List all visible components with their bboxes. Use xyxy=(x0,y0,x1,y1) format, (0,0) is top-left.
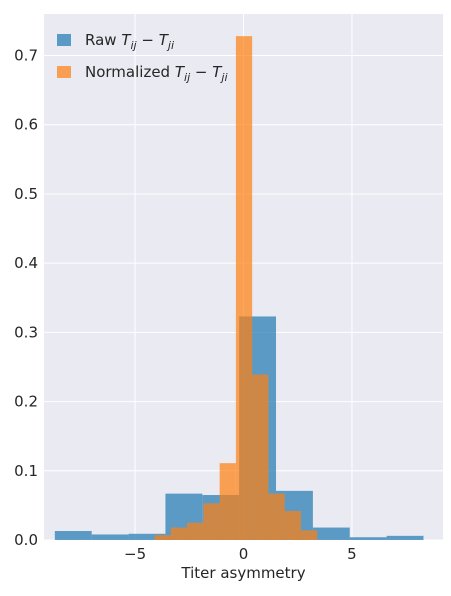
normalized-histogram-bar xyxy=(235,36,253,540)
raw-histogram-bar xyxy=(349,537,387,540)
y-tick-label: 0.4 xyxy=(14,254,38,272)
y-tick-label: 0.2 xyxy=(14,393,38,411)
normalized-histogram-bar xyxy=(219,463,236,540)
legend-swatch-normalized xyxy=(57,66,71,78)
y-tick-label: 0.1 xyxy=(14,462,38,480)
normalized-histogram-bar xyxy=(170,527,188,540)
normalized-histogram-bar xyxy=(252,374,269,540)
legend: Raw Tij − Tji Normalized Tij − Tji xyxy=(57,31,228,84)
x-tick-label: 5 xyxy=(347,545,357,563)
raw-histogram-bar xyxy=(312,527,350,540)
y-tick-labels: 0.0 0.1 0.2 0.3 0.4 0.5 0.6 0.7 xyxy=(14,47,38,549)
legend-label-raw: Raw Tij − Tji xyxy=(85,31,174,52)
legend-label-normalized: Normalized Tij − Tji xyxy=(85,63,228,84)
x-axis-label: Titer asymmetry xyxy=(180,564,305,582)
raw-histogram-bar xyxy=(128,533,166,540)
x-tick-label: −5 xyxy=(124,545,146,563)
raw-histogram-bar xyxy=(54,531,92,540)
y-tick-label: 0.3 xyxy=(14,323,38,341)
normalized-histogram-bar xyxy=(284,510,301,540)
y-tick-label: 0.0 xyxy=(14,531,38,549)
y-tick-label: 0.7 xyxy=(14,47,38,65)
x-tick-labels: −5 0 5 xyxy=(124,545,357,563)
x-tick-label: 0 xyxy=(239,545,249,563)
raw-histogram-bar xyxy=(91,534,129,540)
normalized-histogram-bar xyxy=(187,522,204,540)
normalized-histogram-bar xyxy=(268,493,285,540)
normalized-histogram-bar xyxy=(203,503,220,540)
normalized-histogram-bar xyxy=(300,530,318,540)
y-tick-label: 0.5 xyxy=(14,185,38,203)
normalized-histogram-bar xyxy=(154,535,171,540)
histogram-bars xyxy=(54,36,424,540)
raw-histogram-bar xyxy=(386,535,424,540)
legend-swatch-raw xyxy=(57,34,71,46)
y-tick-label: 0.6 xyxy=(14,116,38,134)
